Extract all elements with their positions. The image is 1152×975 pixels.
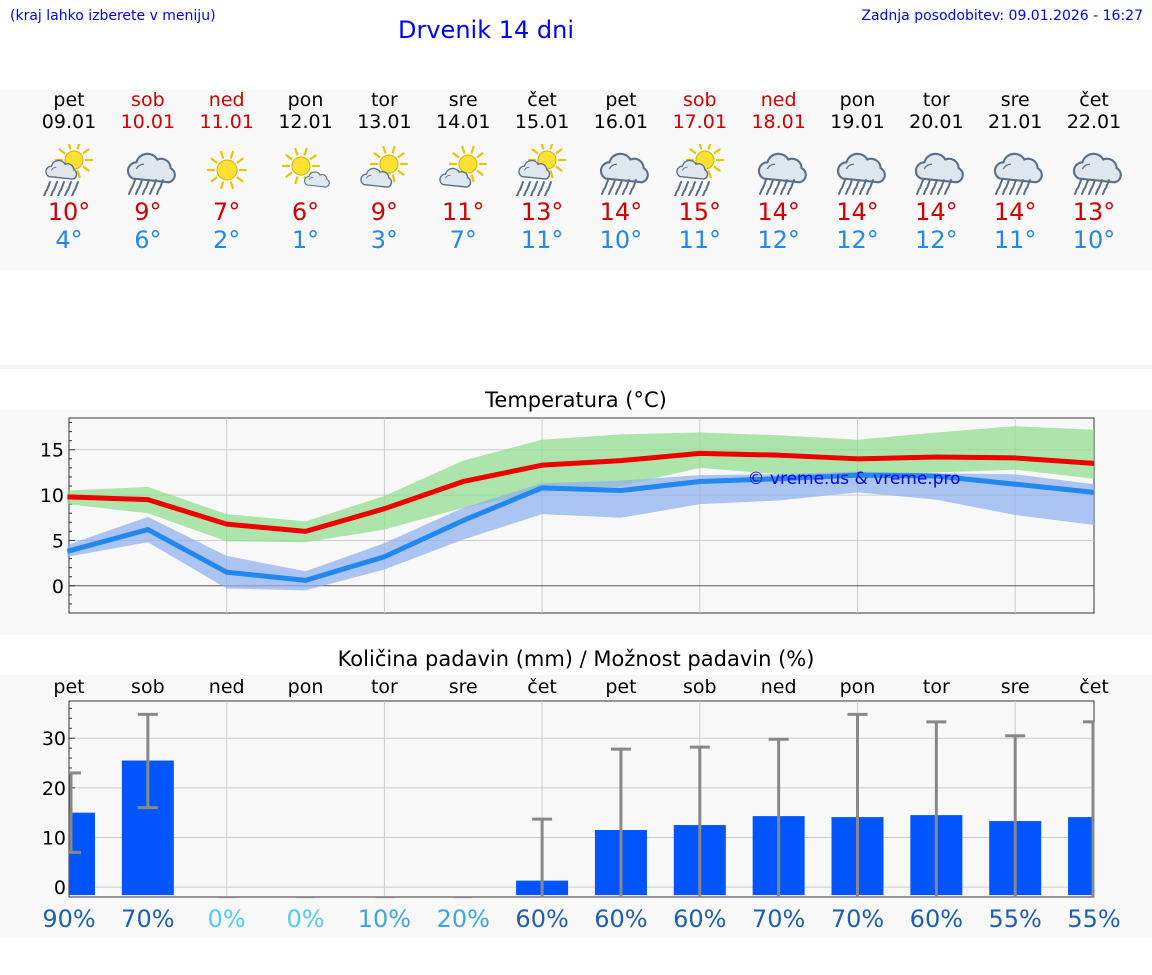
day-name: pet: [605, 89, 637, 111]
day-name: sob: [683, 89, 717, 111]
day-date: 15.01: [514, 111, 570, 133]
day-date: 21.01: [987, 111, 1043, 133]
min-temperature: 2°: [213, 226, 241, 254]
day-name: pon: [839, 89, 876, 111]
min-temperature: 10°: [599, 226, 643, 254]
cloud-rain-icon: [976, 144, 1054, 196]
max-temperature: 14°: [757, 198, 800, 226]
day-column: sob 17.01 15° 11°: [661, 90, 739, 254]
cloud-rain-icon: [740, 144, 818, 196]
min-temperature: 12°: [836, 226, 879, 254]
day-column: tor 13.01 9° 3°: [345, 90, 423, 254]
day-name: sob: [131, 89, 165, 111]
max-temperature: 14°: [993, 198, 1037, 226]
day-name: čet: [527, 89, 557, 111]
day-name: pet: [53, 89, 85, 111]
section-divider: [0, 365, 1152, 369]
day-date: 16.01: [593, 111, 649, 133]
max-temperature: 13°: [1072, 198, 1116, 226]
sun-cloud-icon: [424, 144, 502, 196]
day-column: ned 18.01 14° 12°: [740, 90, 818, 254]
cloud-rain-icon: [819, 144, 897, 196]
temperature-chart-title: Temperatura (°C): [485, 388, 667, 412]
min-temperature: 7°: [449, 226, 477, 254]
temperature-panel: [0, 410, 1152, 635]
max-temperature: 14°: [915, 198, 958, 226]
min-temperature: 1°: [291, 226, 320, 254]
precipitation-panel: [0, 675, 1152, 937]
min-temperature: 12°: [757, 226, 800, 254]
location-hint[interactable]: (kraj lahko izberete v meniju): [10, 8, 216, 24]
day-name: ned: [208, 89, 245, 111]
min-temperature: 10°: [1072, 226, 1116, 254]
sun-small-cloud-icon: [267, 144, 345, 196]
min-temperature: 11°: [993, 226, 1037, 254]
day-column: pon 19.01 14° 12°: [819, 90, 897, 254]
sun-cloud-icon: [345, 144, 423, 196]
page-title: Drvenik 14 dni: [398, 16, 575, 44]
max-temperature: 13°: [520, 198, 564, 226]
sun-cloud-rain-icon: [503, 144, 581, 196]
cloud-rain-icon: [109, 144, 187, 196]
min-temperature: 12°: [915, 226, 958, 254]
day-date: 14.01: [436, 111, 491, 133]
day-date: 10.01: [120, 111, 176, 133]
day-name: sre: [1000, 89, 1030, 111]
day-column: sre 21.01 14° 11°: [976, 90, 1054, 254]
max-temperature: 6°: [291, 198, 320, 226]
cloud-rain-icon: [897, 144, 975, 196]
min-temperature: 11°: [678, 226, 722, 254]
day-column: tor 20.01 14° 12°: [897, 90, 975, 254]
day-column: ned 11.01 7° 2°: [188, 90, 266, 254]
max-temperature: 9°: [370, 198, 399, 226]
day-date: 13.01: [357, 111, 412, 133]
sun-cloud-rain-icon: [661, 144, 739, 196]
day-column: sob 10.01 9° 6°: [109, 90, 187, 254]
day-column: sre 14.01 11° 7°: [424, 90, 502, 254]
min-temperature: 11°: [520, 226, 564, 254]
max-temperature: 10°: [47, 198, 91, 226]
day-date: 20.01: [909, 111, 964, 133]
max-temperature: 14°: [836, 198, 879, 226]
day-date: 12.01: [278, 111, 333, 133]
min-temperature: 3°: [370, 226, 399, 254]
day-name: tor: [922, 89, 950, 111]
day-column: pet 09.01 10° 4°: [30, 90, 108, 254]
day-date: 18.01: [751, 111, 806, 133]
day-name: tor: [370, 89, 398, 111]
day-column: pet 16.01 14° 10°: [582, 90, 660, 254]
day-name: pon: [287, 89, 324, 111]
day-column: čet 15.01 13° 11°: [503, 90, 581, 254]
last-updated: Zadnja posodobitev: 09.01.2026 - 16:27: [861, 8, 1143, 24]
sun-cloud-rain-icon: [30, 144, 108, 196]
max-temperature: 9°: [134, 198, 162, 226]
cloud-rain-icon: [582, 144, 660, 196]
max-temperature: 11°: [441, 198, 485, 226]
day-name: sre: [448, 89, 478, 111]
day-date: 09.01: [41, 111, 97, 133]
max-temperature: 7°: [213, 198, 241, 226]
day-name: čet: [1079, 89, 1109, 111]
day-column: pon 12.01 6° 1°: [267, 90, 345, 254]
day-date: 19.01: [830, 111, 885, 133]
day-name: ned: [760, 89, 797, 111]
day-date: 22.01: [1066, 111, 1122, 133]
min-temperature: 4°: [55, 226, 83, 254]
day-column: čet 22.01 13° 10°: [1055, 90, 1133, 254]
sun-icon: [188, 144, 266, 196]
cloud-rain-icon: [1055, 144, 1133, 196]
min-temperature: 6°: [134, 226, 162, 254]
day-date: 11.01: [199, 111, 254, 133]
precipitation-chart-title: Količina padavin (mm) / Možnost padavin …: [337, 647, 815, 671]
day-date: 17.01: [672, 111, 727, 133]
max-temperature: 14°: [599, 198, 643, 226]
max-temperature: 15°: [678, 198, 722, 226]
